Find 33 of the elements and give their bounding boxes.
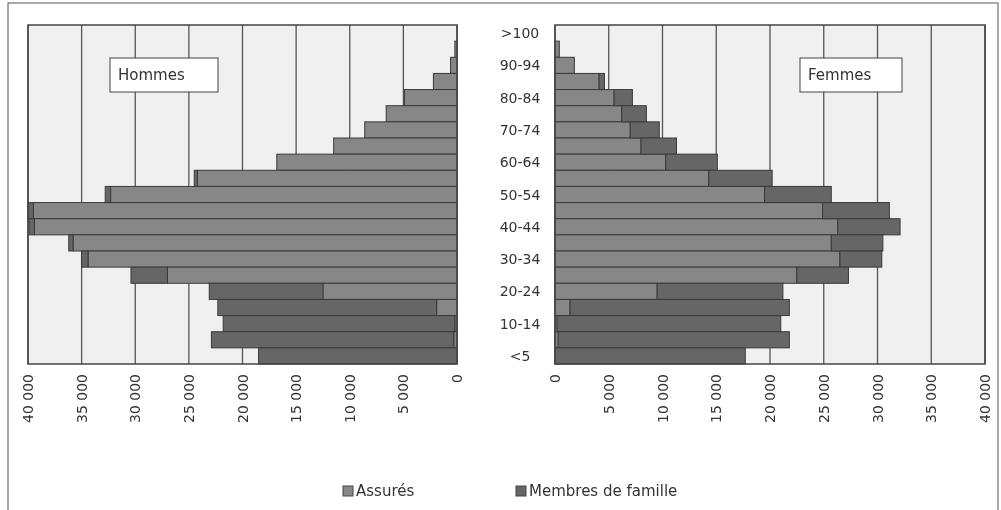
x-tick-label: 35 000 <box>73 374 90 423</box>
x-tick-label: 35 000 <box>923 374 940 423</box>
annotation: Femmes <box>808 66 872 84</box>
y-tick-label: 70-74 <box>499 121 541 138</box>
x-tick-label: 20 000 <box>762 374 778 423</box>
y-tick-label: 90-94 <box>499 57 541 74</box>
x-tick-label: 40 000 <box>977 374 993 423</box>
x-tick-label: 25 000 <box>180 374 197 423</box>
x-tick-label: 0 <box>547 374 563 383</box>
x-tick-label: 15 000 <box>288 374 305 423</box>
x-tick-label: 0 <box>449 374 465 383</box>
legend-label: Assurés <box>356 482 415 500</box>
y-tick-label: 40-44 <box>499 218 541 235</box>
y-tick-label: 80-84 <box>499 89 541 106</box>
y-tick-label: >100 <box>500 25 540 42</box>
x-tick-label: 30 000 <box>869 374 886 423</box>
x-tick-label: 10 000 <box>654 374 671 423</box>
x-tick-label: 40 000 <box>20 374 36 423</box>
y-tick-label: 60-64 <box>499 154 541 171</box>
y-tick-label: 30-34 <box>499 251 541 268</box>
x-tick-label: 5 000 <box>395 374 412 415</box>
x-tick-label: 15 000 <box>708 374 725 423</box>
annotation: Hommes <box>118 66 185 84</box>
x-tick-label: 25 000 <box>815 374 832 423</box>
x-tick-label: 30 000 <box>127 374 144 423</box>
x-tick-label: 20 000 <box>234 374 251 423</box>
x-tick-label: 5 000 <box>600 374 617 415</box>
legend-label: Membres de famille <box>529 482 678 500</box>
y-tick-label: 10-14 <box>499 315 541 332</box>
y-tick-label: 20-24 <box>499 283 541 300</box>
y-tick-label: 50-54 <box>499 186 541 203</box>
y-tick-label: <5 <box>509 347 531 364</box>
x-tick-label: 10 000 <box>341 374 358 423</box>
